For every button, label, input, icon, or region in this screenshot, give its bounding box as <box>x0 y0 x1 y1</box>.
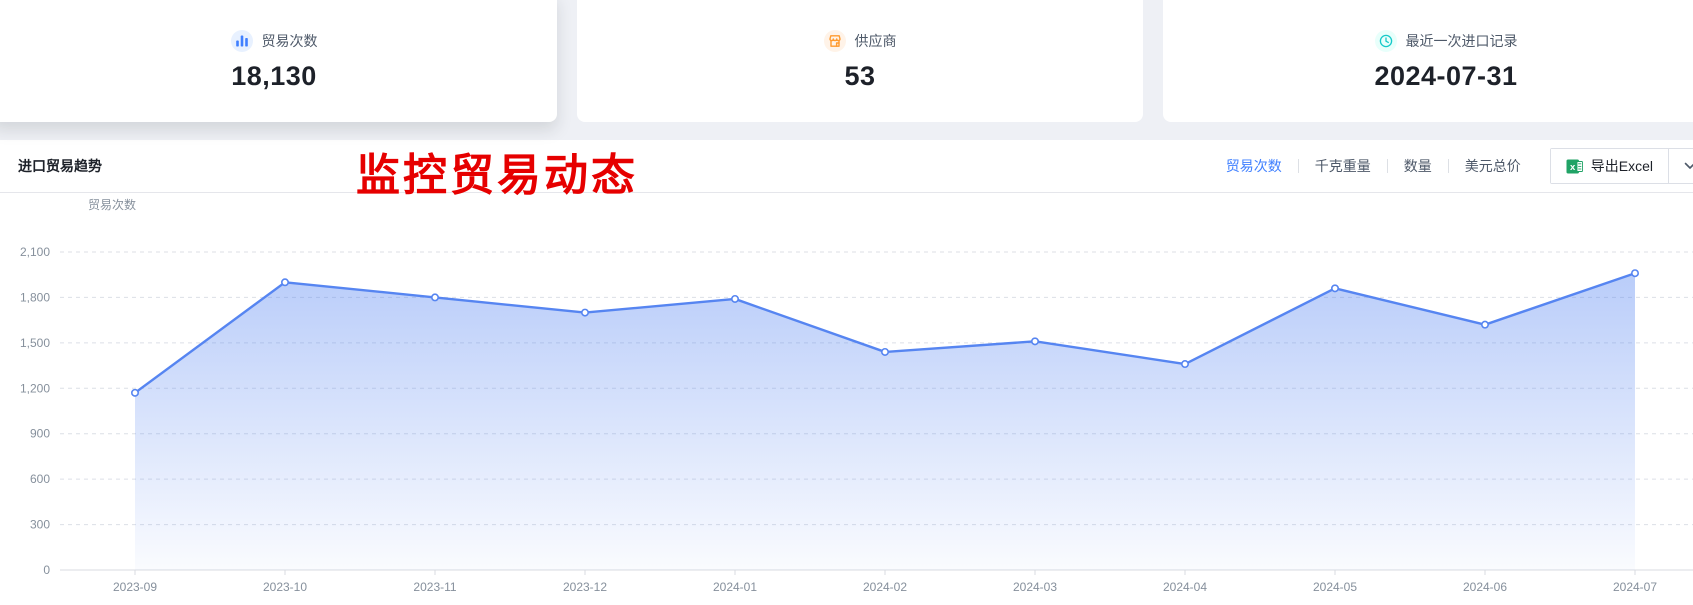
chart-point[interactable] <box>730 294 739 303</box>
trend-section-header: 进口贸易趋势 贸易次数 千克重量 数量 美元总价 x <box>0 140 1693 192</box>
export-dropdown-caret[interactable] <box>1668 149 1693 183</box>
stat-cards-row: 贸易次数 18,130 供应商 53 最近一次进口记录 <box>0 0 1693 122</box>
tab-separator <box>1297 159 1299 173</box>
x-axis-label: 2024-03 <box>1013 580 1057 594</box>
chart-point[interactable] <box>1331 284 1340 293</box>
tab-quantity[interactable]: 数量 <box>1403 158 1432 174</box>
chart-point[interactable] <box>1031 337 1040 346</box>
section-title: 进口贸易趋势 <box>18 158 102 174</box>
tab-separator <box>1386 159 1388 173</box>
clock-icon <box>1374 30 1397 52</box>
storefront-icon <box>823 30 846 52</box>
tab-separator <box>1447 159 1449 173</box>
x-axis-label: 2024-02 <box>863 580 907 594</box>
chart-point[interactable] <box>430 293 439 302</box>
stat-label: 供应商 <box>854 33 897 49</box>
x-axis-label: 2024-07 <box>1613 580 1657 594</box>
y-axis-label: 0 <box>43 563 50 577</box>
y-axis-label: 1,500 <box>20 336 50 350</box>
x-axis-label: 2024-04 <box>1163 580 1207 594</box>
chart-point[interactable] <box>1481 320 1490 329</box>
chart-point[interactable] <box>131 388 140 397</box>
export-excel-label: 导出Excel <box>1590 158 1653 174</box>
trend-tabs: 贸易次数 千克重量 数量 美元总价 x 导出Excel <box>1210 148 1693 184</box>
y-axis-label: 600 <box>30 472 50 486</box>
stat-card-suppliers[interactable]: 供应商 53 <box>577 0 1143 122</box>
y-axis-name: 贸易次数 <box>88 197 136 212</box>
y-axis-label: 1,200 <box>20 381 50 395</box>
chart-point[interactable] <box>280 278 289 287</box>
header-divider <box>0 192 1693 193</box>
chart-point[interactable] <box>1631 269 1640 278</box>
stat-card-last-import[interactable]: 最近一次进口记录 2024-07-31 <box>1163 0 1693 122</box>
chart-point[interactable] <box>1181 360 1190 369</box>
chart-point[interactable] <box>580 308 589 317</box>
export-excel-button[interactable]: x 导出Excel <box>1550 149 1668 183</box>
stat-card-trade-count[interactable]: 贸易次数 18,130 <box>0 0 557 122</box>
x-axis-label: 2024-05 <box>1313 580 1357 594</box>
chart-area <box>135 273 1635 570</box>
tab-kg-weight[interactable]: 千克重量 <box>1314 158 1371 174</box>
bar-chart-icon <box>230 30 253 52</box>
svg-text:x: x <box>1570 162 1576 173</box>
trend-chart: 300 600 900 1,200 1,500 1,800 2,100 0 2023-09 202… <box>20 197 1693 594</box>
stat-label: 最近一次进口记录 <box>1405 33 1518 49</box>
y-axis-label: 1,800 <box>20 290 50 304</box>
x-axis-label: 2024-06 <box>1463 580 1507 594</box>
x-axis-label: 2023-10 <box>263 580 307 594</box>
chevron-down-icon <box>1684 162 1693 169</box>
export-excel-group: x 导出Excel <box>1549 148 1693 184</box>
trend-section: 进口贸易趋势 贸易次数 千克重量 数量 美元总价 x <box>0 140 1693 605</box>
x-axis-label: 2024-01 <box>713 580 757 594</box>
tab-trade-count[interactable]: 贸易次数 <box>1225 158 1282 174</box>
x-axis-label: 2023-11 <box>413 580 456 594</box>
stat-value: 2024-07-31 <box>1374 61 1518 91</box>
stat-label: 贸易次数 <box>261 33 318 49</box>
tab-usd-total[interactable]: 美元总价 <box>1464 158 1521 174</box>
x-axis-label: 2023-09 <box>113 580 157 594</box>
chart-point[interactable] <box>880 347 889 356</box>
y-axis-label: 2,100 <box>20 245 50 259</box>
y-axis-label: 300 <box>30 518 50 532</box>
x-axis-label: 2023-12 <box>563 580 607 594</box>
stat-value: 18,130 <box>231 61 317 91</box>
excel-icon: x <box>1566 158 1583 175</box>
stat-value: 53 <box>844 61 876 91</box>
y-axis-label: 900 <box>30 427 50 441</box>
